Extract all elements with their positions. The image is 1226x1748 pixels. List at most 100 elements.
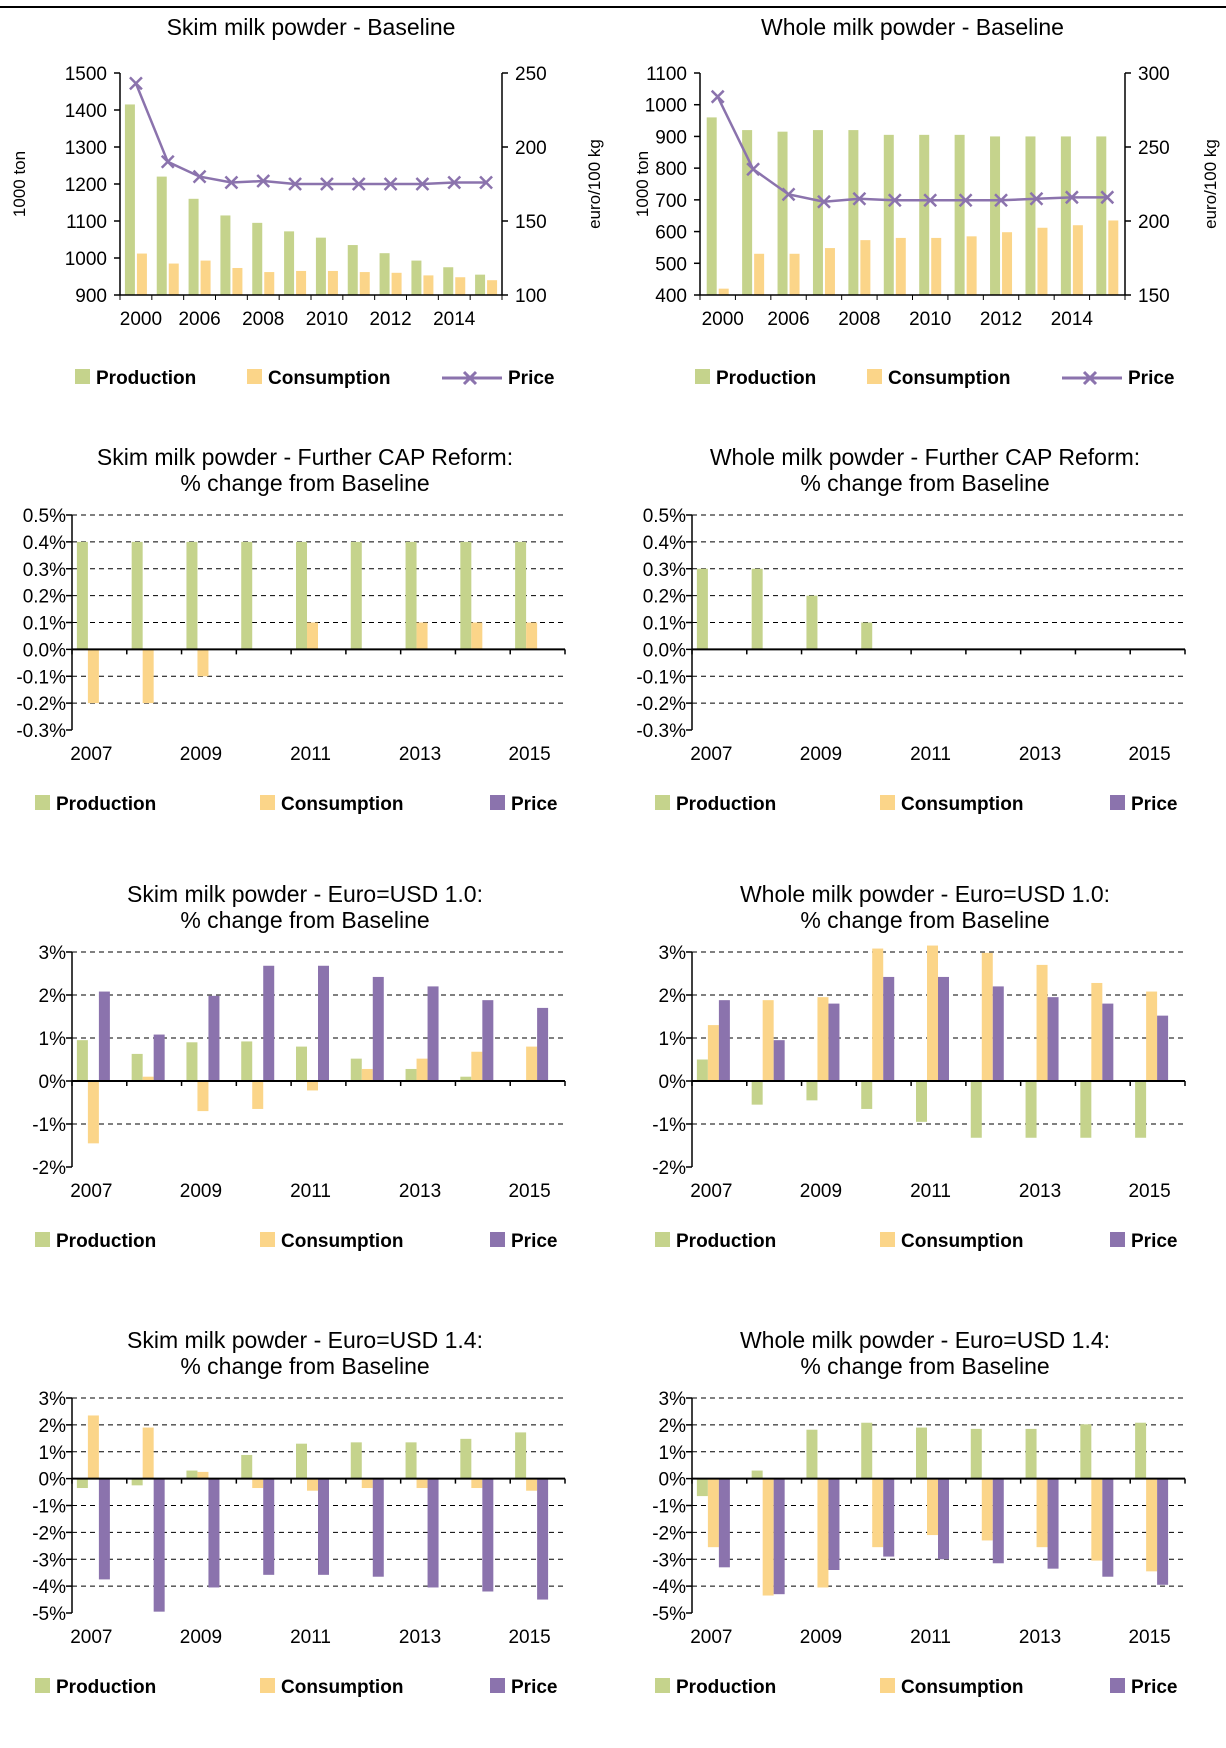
bar-consumption xyxy=(981,952,993,1081)
bar-production xyxy=(883,134,894,295)
x-tick-label: 2007 xyxy=(690,1627,732,1648)
point-price xyxy=(415,177,430,191)
bar-production xyxy=(861,1081,873,1109)
bar-consumption xyxy=(895,237,906,295)
legend-label-price: Price xyxy=(1131,1231,1177,1252)
chart-title: % change from Baseline xyxy=(800,1353,1049,1379)
y-tick-label: 1% xyxy=(659,1443,687,1464)
x-tick-label: 2014 xyxy=(433,309,476,330)
bar-production xyxy=(696,568,708,650)
bar-price xyxy=(773,1040,785,1081)
x-tick-label: 2008 xyxy=(838,309,880,330)
x-tick-label: 2013 xyxy=(1019,1627,1061,1648)
x-tick-label: 2011 xyxy=(290,744,331,765)
bar-consumption xyxy=(872,948,884,1081)
bar-price xyxy=(1047,997,1059,1081)
legend-label-consumption: Consumption xyxy=(901,794,1023,815)
legend-label-price: Price xyxy=(511,1231,557,1252)
y-tick-label: 1100 xyxy=(646,64,687,85)
legend-swatch-production xyxy=(35,1678,50,1693)
y-tick-label: 400 xyxy=(655,286,687,307)
bar-price xyxy=(1102,1003,1114,1081)
bar-consumption xyxy=(423,275,434,295)
bar-price xyxy=(773,1478,785,1595)
bar-price xyxy=(1047,1478,1059,1569)
bar-price xyxy=(208,995,220,1081)
y2-axis-label: euro/100 kg xyxy=(1201,139,1220,229)
y2-tick-label: 150 xyxy=(515,212,547,233)
bar-production xyxy=(1025,136,1036,295)
chart-title: Whole milk powder - Baseline xyxy=(761,14,1064,40)
bar-consumption xyxy=(87,1415,99,1479)
bar-price xyxy=(938,976,949,1081)
x-tick-label: 2011 xyxy=(910,744,951,765)
legend-label-price: Price xyxy=(508,368,554,389)
bar-price xyxy=(263,1478,275,1575)
plot-area xyxy=(696,568,873,650)
y2-axis-label: euro/100 kg xyxy=(585,139,604,229)
y-tick-label: 0% xyxy=(39,1470,67,1491)
bar-consumption xyxy=(142,1076,154,1081)
legend-label-consumption: Consumption xyxy=(268,368,390,389)
chart-svg: Skim milk powder - Euro=USD 1.4:% change… xyxy=(32,1327,566,1698)
chart-smp-usd-1-0: Skim milk powder - Euro=USD 1.0:% change… xyxy=(0,872,605,1302)
y-tick-label: -4% xyxy=(32,1577,66,1598)
bar-consumption xyxy=(931,237,942,295)
bar-price xyxy=(263,965,275,1081)
legend-swatch-production xyxy=(35,795,50,810)
bar-price xyxy=(992,1478,1004,1564)
y-tick-label: 0% xyxy=(659,1470,687,1491)
y2-tick-label: 250 xyxy=(1138,138,1170,159)
y-tick-label: 900 xyxy=(655,127,687,148)
x-tick-label: 2007 xyxy=(70,1627,112,1648)
legend-label-consumption: Consumption xyxy=(281,1677,403,1698)
bar-production xyxy=(1096,136,1107,295)
x-tick-label: 2015 xyxy=(508,1627,550,1648)
legend-swatch-consumption xyxy=(880,1678,895,1693)
bar-price xyxy=(98,1478,110,1580)
legend-swatch-price xyxy=(1110,1678,1125,1693)
bar-production xyxy=(970,1428,982,1479)
bar-production xyxy=(350,1442,362,1479)
legend-swatch-consumption xyxy=(247,369,262,384)
y-tick-label: 2% xyxy=(659,1416,687,1437)
bar-consumption xyxy=(707,1025,719,1081)
legend-swatch-price xyxy=(490,795,505,810)
bar-price xyxy=(482,1000,494,1081)
y2-tick-label: 300 xyxy=(1138,64,1170,85)
bar-consumption xyxy=(981,1478,993,1541)
legend-swatch-price xyxy=(490,1678,505,1693)
bar-production xyxy=(1080,1424,1092,1479)
bar-production xyxy=(186,1470,198,1479)
bar-production xyxy=(186,1042,198,1081)
y-tick-label: 1000 xyxy=(645,96,687,117)
x-tick-label: 2012 xyxy=(369,309,411,330)
bar-production xyxy=(806,1081,818,1101)
bar-price xyxy=(318,1478,329,1575)
bar-consumption xyxy=(927,1478,938,1536)
bar-production xyxy=(696,1059,708,1081)
bar-consumption xyxy=(142,649,154,704)
y-tick-label: 0.3% xyxy=(643,560,686,581)
y-tick-label: -0.2% xyxy=(636,694,686,715)
bar-production xyxy=(296,1046,307,1081)
bar-price xyxy=(153,1478,165,1612)
x-tick-label: 2015 xyxy=(508,1181,550,1202)
y-tick-label: 0.1% xyxy=(23,614,66,635)
bar-consumption xyxy=(471,1051,483,1081)
bar-production xyxy=(188,198,199,295)
bar-consumption xyxy=(1091,982,1103,1081)
legend-label-price: Price xyxy=(511,1677,557,1698)
chart-title: Whole milk powder - Euro=USD 1.0: xyxy=(740,881,1110,907)
bar-consumption xyxy=(817,997,829,1081)
chart-svg: Skim milk powder - Further CAP Reform:% … xyxy=(16,444,566,815)
plot-area xyxy=(76,965,549,1144)
chart-title: % change from Baseline xyxy=(180,470,429,496)
bar-consumption xyxy=(200,260,211,295)
legend-label-production: Production xyxy=(56,1677,156,1698)
chart-svg: Skim milk powder - Baseline 900 1000 1100 12… xyxy=(10,14,604,389)
x-tick-label: 2013 xyxy=(1019,744,1061,765)
y-tick-label: -5% xyxy=(32,1604,66,1625)
bar-consumption xyxy=(361,1478,373,1489)
bar-consumption xyxy=(136,253,147,295)
